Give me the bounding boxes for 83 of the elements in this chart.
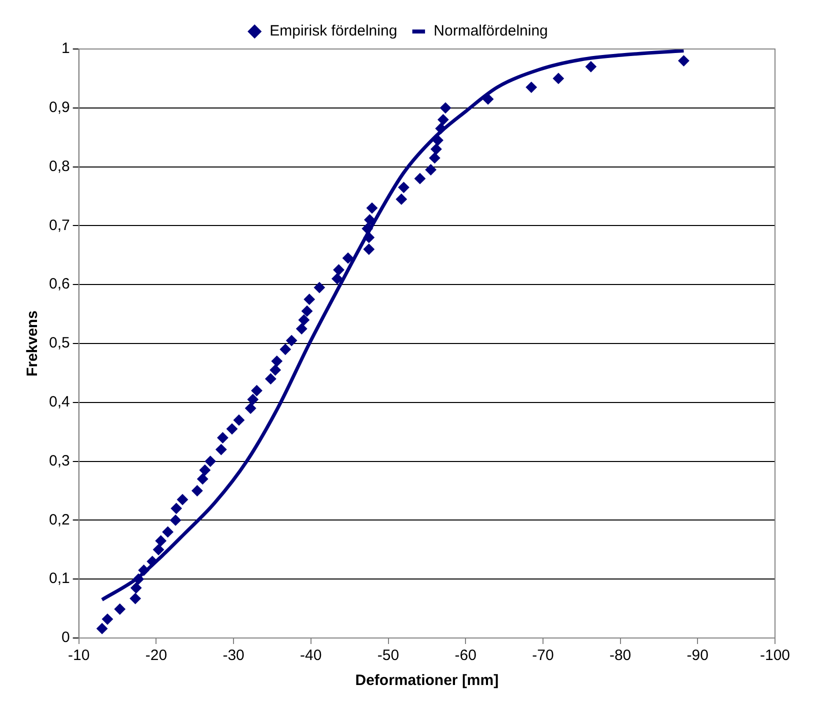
y-tick-label: 0,4 xyxy=(48,394,70,411)
x-tick-label: -20 xyxy=(145,647,168,664)
y-tick-label: 0,2 xyxy=(48,511,70,528)
y-tick-label: 0,8 xyxy=(48,158,70,175)
x-tick-label: -40 xyxy=(300,647,322,664)
point xyxy=(217,432,228,444)
point xyxy=(396,194,407,205)
point xyxy=(130,582,142,594)
point xyxy=(366,202,378,214)
x-axis-title: Deformationer [mm] xyxy=(355,672,499,690)
point xyxy=(280,344,291,355)
point xyxy=(153,544,164,556)
point xyxy=(199,464,210,476)
point xyxy=(286,335,298,346)
point xyxy=(197,473,208,484)
x-tick-label: -100 xyxy=(760,647,790,664)
point xyxy=(298,314,310,326)
point xyxy=(363,244,374,255)
y-tick-label: 0 xyxy=(62,629,70,646)
point xyxy=(304,294,315,305)
point xyxy=(414,173,426,184)
point xyxy=(102,614,113,625)
point xyxy=(425,164,436,176)
point xyxy=(435,123,446,134)
point xyxy=(155,535,166,546)
point xyxy=(438,114,449,126)
point xyxy=(302,306,313,317)
point xyxy=(314,282,325,294)
point xyxy=(432,134,444,146)
point xyxy=(226,423,238,434)
point xyxy=(96,623,108,634)
y-tick-label: 1 xyxy=(62,40,70,58)
point xyxy=(216,444,227,456)
point xyxy=(177,494,188,506)
point xyxy=(398,182,410,193)
point xyxy=(332,273,343,284)
point xyxy=(130,593,141,604)
y-tick-label: 0,1 xyxy=(48,570,70,588)
point xyxy=(270,364,281,376)
x-tick-label: -50 xyxy=(377,647,400,664)
point xyxy=(271,356,282,367)
point xyxy=(138,564,150,576)
x-tick-label: -60 xyxy=(454,647,476,664)
x-tick-label: -10 xyxy=(68,647,90,664)
y-tick-label: 0,3 xyxy=(48,452,70,470)
point xyxy=(170,502,182,514)
legend-label: Normalfördelning xyxy=(434,22,548,40)
point xyxy=(678,55,690,66)
point xyxy=(440,102,451,114)
point xyxy=(526,82,537,93)
y-tick-label: 0,6 xyxy=(48,276,70,293)
y-tick-label: 0,9 xyxy=(48,99,70,116)
x-tick-label: -90 xyxy=(686,647,708,664)
point xyxy=(429,152,440,164)
x-tick-label: -30 xyxy=(222,647,244,664)
point xyxy=(251,385,262,396)
point xyxy=(245,402,256,414)
legend-label: Empirisk fördelning xyxy=(270,22,398,40)
point xyxy=(342,252,354,264)
x-tick-label: -80 xyxy=(609,647,632,664)
y-tick-label: 0,5 xyxy=(48,334,70,352)
point xyxy=(170,514,182,526)
point xyxy=(114,604,126,615)
point xyxy=(296,323,308,334)
point xyxy=(585,61,596,72)
point xyxy=(204,456,216,467)
y-axis-title: Frekvens xyxy=(24,310,42,376)
point xyxy=(362,223,373,234)
point xyxy=(247,394,258,405)
point xyxy=(363,232,374,243)
point xyxy=(192,485,203,496)
point xyxy=(430,144,442,155)
point xyxy=(162,526,174,538)
x-tick-label: -70 xyxy=(532,647,554,664)
line-series xyxy=(100,49,686,602)
point xyxy=(482,94,494,105)
point xyxy=(333,264,344,276)
point xyxy=(552,72,564,84)
point xyxy=(364,214,376,226)
point xyxy=(132,574,144,585)
y-tick-label: 0,7 xyxy=(48,216,70,234)
point xyxy=(233,414,244,426)
point xyxy=(265,373,276,384)
